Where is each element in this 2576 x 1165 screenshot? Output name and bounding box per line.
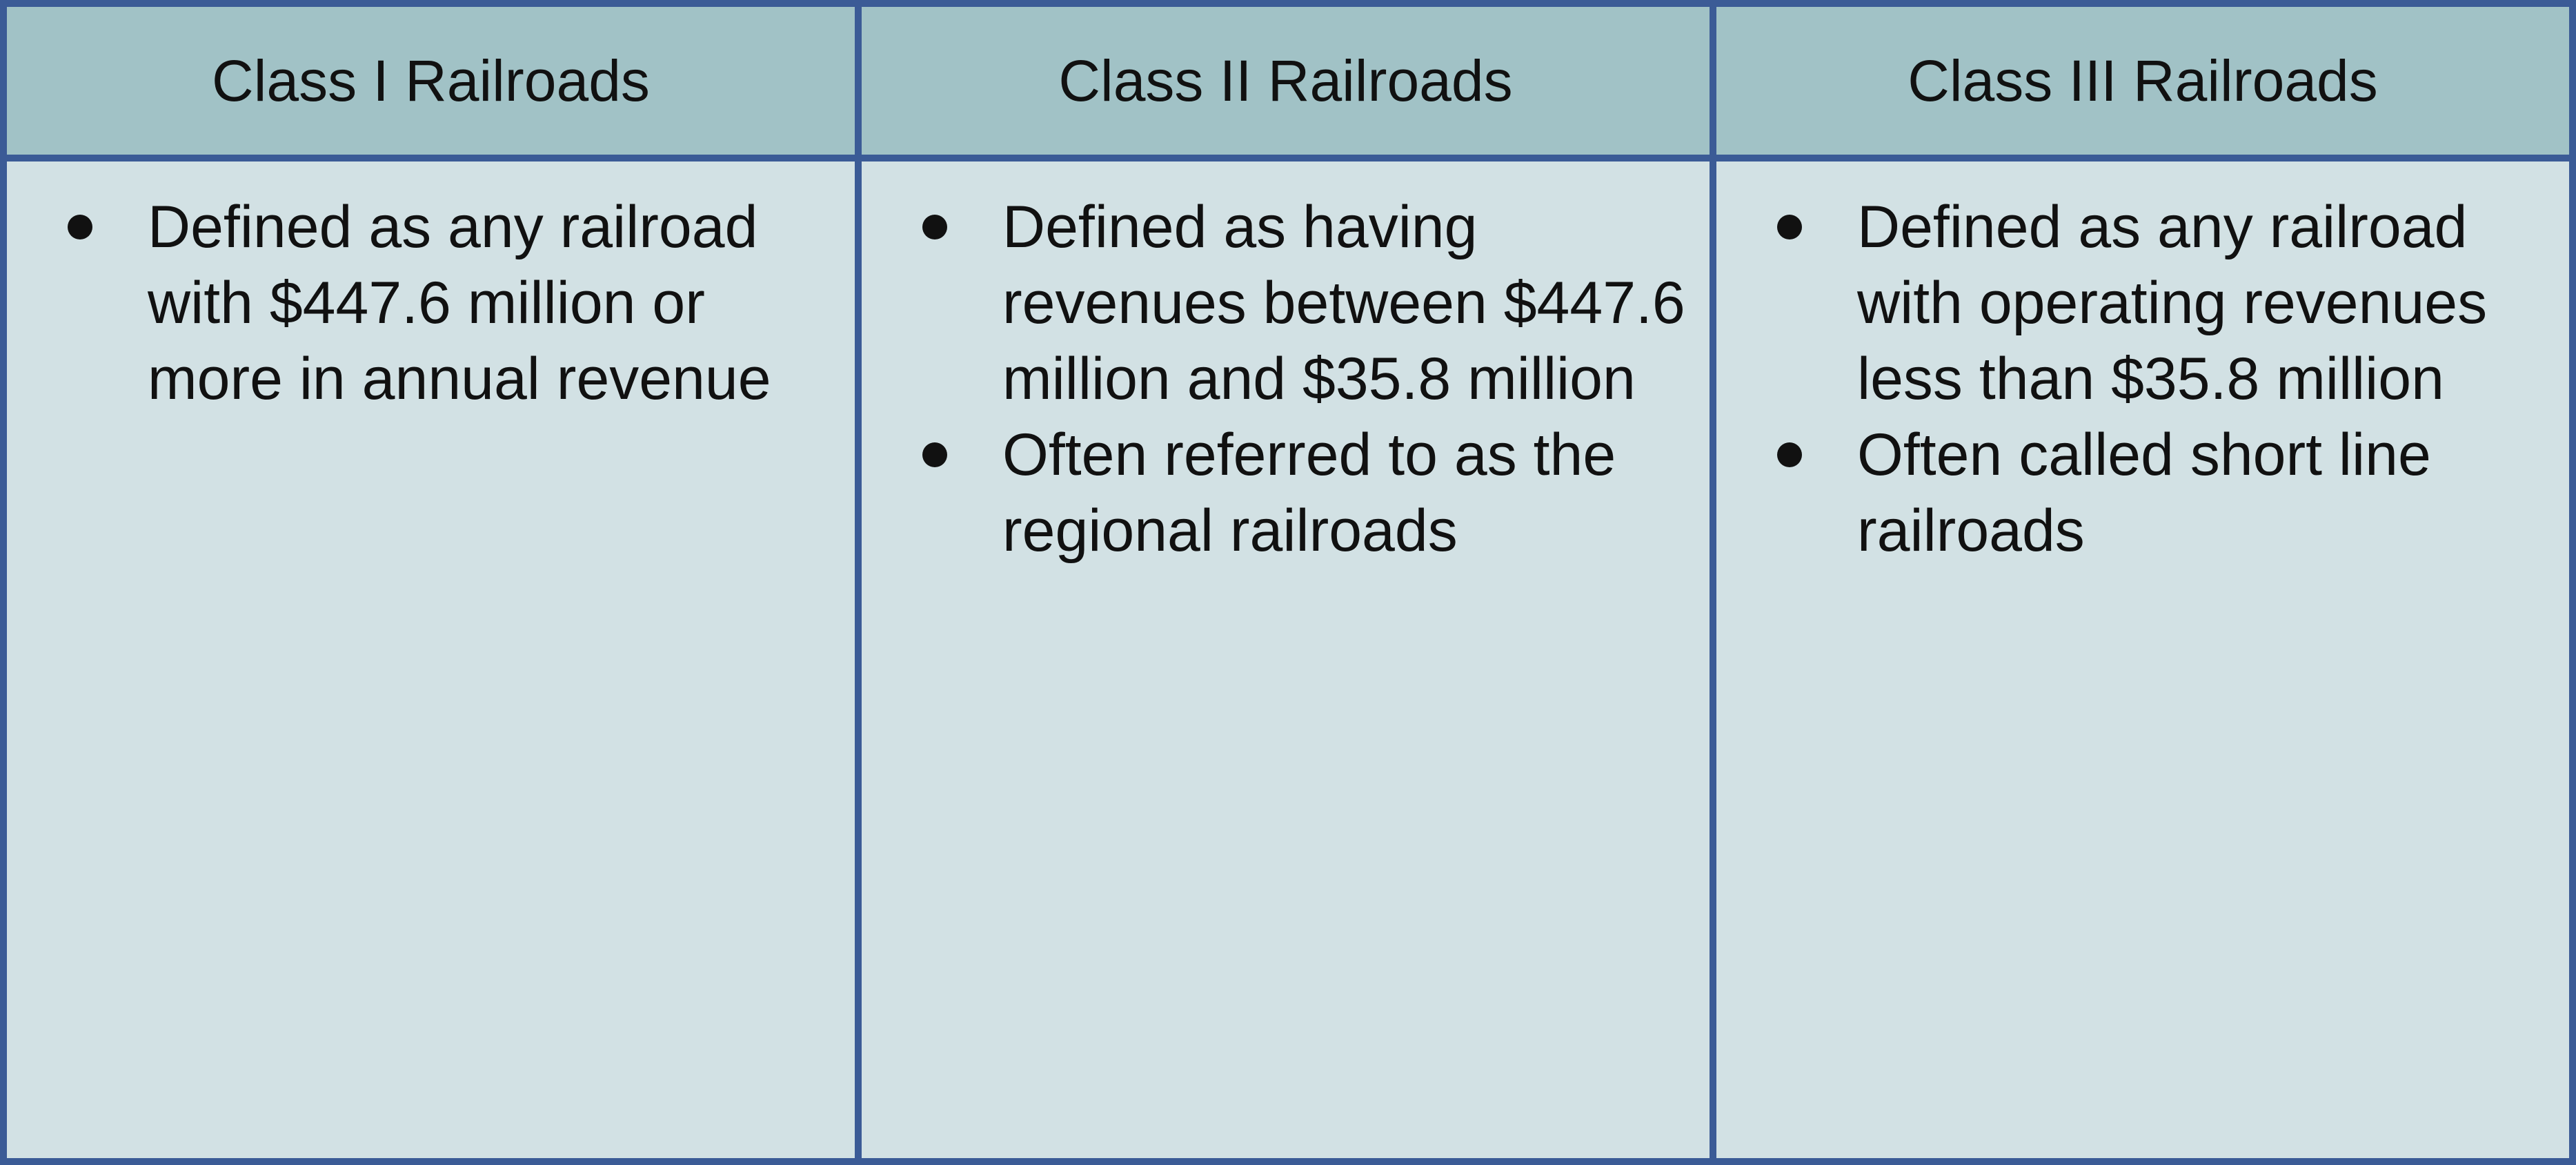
bullet-text: Defined as any railroad with operating r… [1857,194,2488,412]
bullet-icon [922,215,947,239]
bullet-text: Defined as having revenues between $447.… [1002,194,1685,412]
bullet-icon [68,215,92,239]
header-class-iii: Class III Railroads [1716,7,2569,155]
bullet-item: Defined as having revenues between $447.… [903,189,1696,417]
bullet-item: Often called short line railroads [1758,417,2555,569]
bullet-text: Defined as any railroad with $447.6 mill… [148,194,771,412]
header-label: Class II Railroads [1058,48,1513,113]
body-class-ii: Defined as having revenues between $447.… [862,161,1710,1158]
header-label: Class I Railroads [212,48,650,113]
bullet-icon [1777,442,1802,467]
bullet-list: Defined as any railroad with operating r… [1758,189,2555,569]
header-class-i: Class I Railroads [7,7,855,155]
bullet-item: Often referred to as the regional railro… [903,417,1696,569]
bullet-text: Often called short line railroads [1857,422,2431,564]
body-class-i: Defined as any railroad with $447.6 mill… [7,161,855,1158]
bullet-icon [1777,215,1802,239]
bullet-list: Defined as having revenues between $447.… [903,189,1696,569]
bullet-text: Often referred to as the regional railro… [1002,422,1616,564]
header-class-ii: Class II Railroads [862,7,1710,155]
header-label: Class III Railroads [1908,48,2378,113]
bullet-list: Defined as any railroad with $447.6 mill… [48,189,841,417]
bullet-icon [922,442,947,467]
body-class-iii: Defined as any railroad with operating r… [1716,161,2569,1158]
bullet-item: Defined as any railroad with operating r… [1758,189,2555,417]
bullet-item: Defined as any railroad with $447.6 mill… [48,189,841,417]
